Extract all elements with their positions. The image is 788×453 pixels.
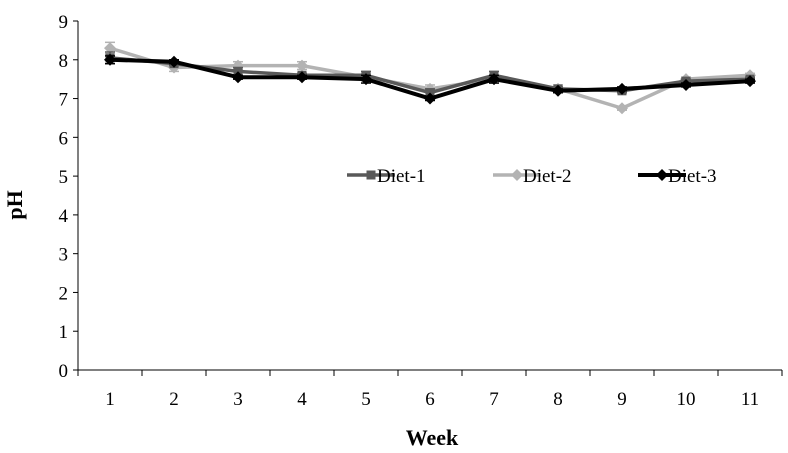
legend-swatch-marker xyxy=(366,170,376,180)
legend-swatch-marker xyxy=(511,169,523,181)
y-tick-label: 5 xyxy=(59,167,69,188)
x-axis-ticks: 1 2 3 4 5 6 7 8 9 10 11 xyxy=(77,370,783,410)
data-point xyxy=(616,82,628,95)
series-diet-3 xyxy=(104,53,756,105)
series-layer xyxy=(104,41,756,115)
legend-label: Diet-3 xyxy=(668,166,717,187)
x-tick-label: 2 xyxy=(169,389,179,410)
y-tick-label: 6 xyxy=(59,128,69,149)
legend-item-diet-2: Diet-2 xyxy=(493,166,572,187)
legend: Diet-1 Diet-2 Diet-3 xyxy=(347,166,717,187)
data-point xyxy=(360,73,372,86)
x-axis-title: Week xyxy=(406,425,459,450)
data-point xyxy=(104,42,116,55)
y-axis-ticks: 0 1 2 3 4 5 6 7 8 9 xyxy=(59,12,78,382)
data-point xyxy=(296,71,308,84)
y-axis-title: pH xyxy=(2,190,27,219)
data-point xyxy=(488,73,500,86)
x-tick-label: 10 xyxy=(677,389,696,410)
y-tick-label: 9 xyxy=(59,12,69,33)
x-tick-label: 9 xyxy=(617,389,627,410)
x-tick-label: 5 xyxy=(361,389,371,410)
legend-item-diet-3: Diet-3 xyxy=(638,166,717,187)
legend-item-diet-1: Diet-1 xyxy=(347,166,426,187)
y-tick-label: 0 xyxy=(59,361,69,382)
x-tick-label: 6 xyxy=(425,389,435,410)
data-point xyxy=(616,102,628,115)
legend-swatch-marker xyxy=(656,169,668,181)
data-point xyxy=(104,53,116,66)
data-point xyxy=(168,55,180,68)
x-tick-label: 4 xyxy=(297,389,307,410)
y-tick-label: 3 xyxy=(59,245,69,266)
x-tick-label: 7 xyxy=(489,389,499,410)
y-tick-label: 4 xyxy=(59,206,69,227)
x-tick-label: 3 xyxy=(233,389,243,410)
legend-label: Diet-2 xyxy=(523,166,572,187)
data-point xyxy=(232,71,244,84)
legend-label: Diet-1 xyxy=(377,166,426,187)
x-tick-label: 11 xyxy=(741,389,759,410)
y-tick-label: 8 xyxy=(59,51,69,72)
data-point xyxy=(680,78,692,91)
data-point xyxy=(296,59,308,72)
y-tick-label: 7 xyxy=(59,90,69,111)
data-point xyxy=(424,92,436,105)
data-point xyxy=(744,75,756,88)
y-tick-label: 2 xyxy=(59,283,69,304)
data-point xyxy=(552,84,564,97)
y-tick-label: 1 xyxy=(59,322,69,343)
x-tick-label: 8 xyxy=(553,389,563,410)
x-tick-label: 1 xyxy=(105,389,115,410)
